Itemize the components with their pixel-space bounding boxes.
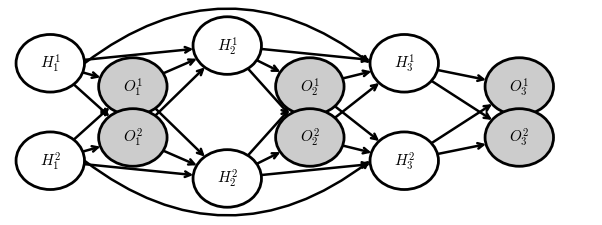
FancyArrowPatch shape [155,70,203,116]
Ellipse shape [16,132,84,190]
Text: $O_3^2$: $O_3^2$ [509,127,529,149]
Text: $H_2^2$: $H_2^2$ [217,168,238,190]
Ellipse shape [99,58,167,116]
Text: $O_3^1$: $O_3^1$ [509,76,529,98]
FancyArrowPatch shape [73,85,107,115]
FancyArrowPatch shape [343,71,368,79]
Ellipse shape [99,109,167,166]
FancyArrowPatch shape [261,50,367,63]
Ellipse shape [370,132,438,190]
FancyArrowPatch shape [256,154,278,164]
FancyArrowPatch shape [438,71,483,81]
Text: $H_3^1$: $H_3^1$ [394,53,415,75]
FancyArrowPatch shape [438,144,483,154]
FancyArrowPatch shape [256,61,278,71]
Text: $O_2^2$: $O_2^2$ [300,127,320,149]
FancyArrowPatch shape [84,164,190,177]
Ellipse shape [276,58,344,116]
FancyArrowPatch shape [163,151,194,165]
Text: $H_1^2$: $H_1^2$ [40,150,61,172]
Ellipse shape [485,109,553,166]
Text: $O_1^1$: $O_1^1$ [123,76,143,98]
FancyArrowPatch shape [432,81,490,119]
Text: $H_1^1$: $H_1^1$ [40,53,61,75]
FancyArrowPatch shape [84,161,368,216]
FancyArrowPatch shape [335,107,377,140]
FancyArrowPatch shape [73,110,107,140]
Ellipse shape [370,35,438,93]
Text: $H_2^1$: $H_2^1$ [217,35,238,57]
Text: $O_1^2$: $O_1^2$ [123,127,143,149]
FancyArrowPatch shape [163,60,194,74]
FancyArrowPatch shape [248,69,287,113]
Text: $O_2^1$: $O_2^1$ [300,76,320,98]
FancyArrowPatch shape [432,106,490,144]
FancyArrowPatch shape [248,112,287,156]
FancyArrowPatch shape [155,109,203,155]
FancyArrowPatch shape [343,146,368,154]
Ellipse shape [193,150,261,207]
Ellipse shape [276,109,344,166]
Ellipse shape [193,18,261,75]
FancyArrowPatch shape [261,162,367,175]
FancyArrowPatch shape [82,73,98,79]
FancyArrowPatch shape [335,85,377,118]
Text: $H_3^2$: $H_3^2$ [394,150,415,172]
Ellipse shape [16,35,84,93]
FancyArrowPatch shape [82,146,98,152]
Ellipse shape [485,58,553,116]
FancyArrowPatch shape [84,48,190,61]
FancyArrowPatch shape [84,9,368,64]
